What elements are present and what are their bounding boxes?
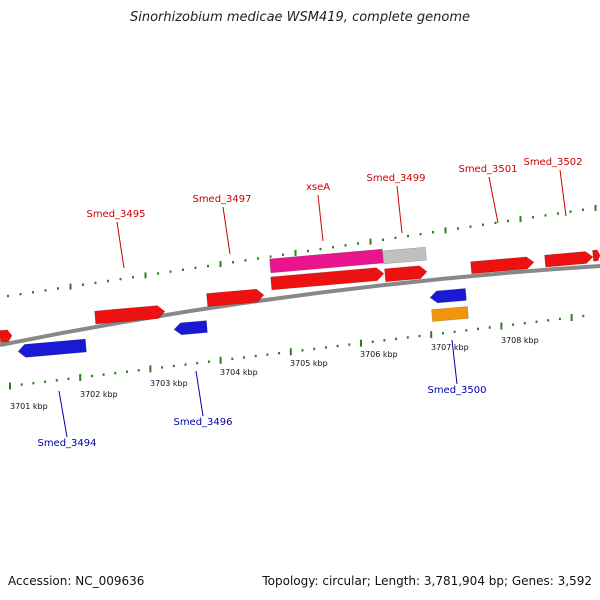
gene-arrow bbox=[269, 248, 384, 274]
tick-label: 3701 kbp bbox=[10, 402, 48, 411]
tick-label: 3707 kbp bbox=[431, 343, 469, 352]
gene-label: Smed_3499 bbox=[366, 173, 425, 184]
gene-label: Smed_3494 bbox=[37, 438, 96, 449]
gene-arrow bbox=[470, 256, 535, 275]
inner-tick-marks bbox=[9, 313, 585, 390]
tick-label: 3704 kbp bbox=[220, 368, 258, 377]
gene-label-leader bbox=[396, 185, 403, 234]
outer-tick-marks bbox=[7, 204, 597, 298]
gene-label: Smed_3501 bbox=[458, 164, 517, 175]
gene-label-leader bbox=[559, 169, 567, 217]
tick-label: 3706 kbp bbox=[360, 350, 398, 359]
gene-label: xseA bbox=[306, 182, 330, 193]
gene-label: Smed_3500 bbox=[427, 385, 486, 396]
tick-label: 3702 kbp bbox=[80, 390, 118, 399]
accession-label: Accession: NC_009636 bbox=[8, 574, 145, 588]
gene-arrow bbox=[429, 288, 467, 304]
gene-arrow bbox=[431, 306, 469, 322]
gene-label-leader bbox=[195, 370, 204, 417]
kbp-tick-labels: 3701 kbp 3702 kbp 3703 kbp 3704 kbp 3705 kbp… bbox=[10, 336, 539, 411]
gene-label-leader bbox=[222, 206, 231, 255]
genome-backbone bbox=[0, 264, 600, 347]
gene-label-leader bbox=[317, 194, 324, 242]
gene-arrow bbox=[206, 288, 265, 307]
gene-arrow bbox=[382, 246, 427, 265]
gene-arrow bbox=[94, 305, 166, 325]
gene-label: Smed_3497 bbox=[192, 194, 251, 205]
gene-arrow bbox=[592, 249, 600, 262]
gene-features bbox=[0, 246, 600, 358]
genome-summary: Topology: circular; Length: 3,781,904 bp… bbox=[262, 574, 592, 588]
gene-label-leader bbox=[116, 221, 125, 269]
gene-label-leader bbox=[488, 176, 499, 224]
gene-arrow bbox=[0, 329, 13, 343]
gene-arrow bbox=[270, 267, 385, 291]
gene-label: Smed_3502 bbox=[523, 157, 582, 168]
gene-arrow bbox=[544, 251, 594, 268]
map-title: Sinorhizobium medicae WSM419, complete g… bbox=[129, 10, 471, 25]
gene-label-leader bbox=[451, 339, 458, 385]
gene-arrow bbox=[384, 265, 428, 283]
tick-label: 3705 kbp bbox=[290, 359, 328, 368]
gene-arrow bbox=[173, 320, 208, 336]
tick-label: 3703 kbp bbox=[150, 379, 188, 388]
tick-label: 3708 kbp bbox=[501, 336, 539, 345]
gene-label: Smed_3496 bbox=[173, 417, 232, 428]
gene-label: Smed_3495 bbox=[86, 209, 145, 220]
gene-labels: Smed_3495 Smed_3497 xseA Smed_3499 Smed_3501… bbox=[37, 157, 582, 449]
gene-arrow bbox=[17, 338, 87, 358]
gene-label-leader bbox=[58, 390, 68, 438]
